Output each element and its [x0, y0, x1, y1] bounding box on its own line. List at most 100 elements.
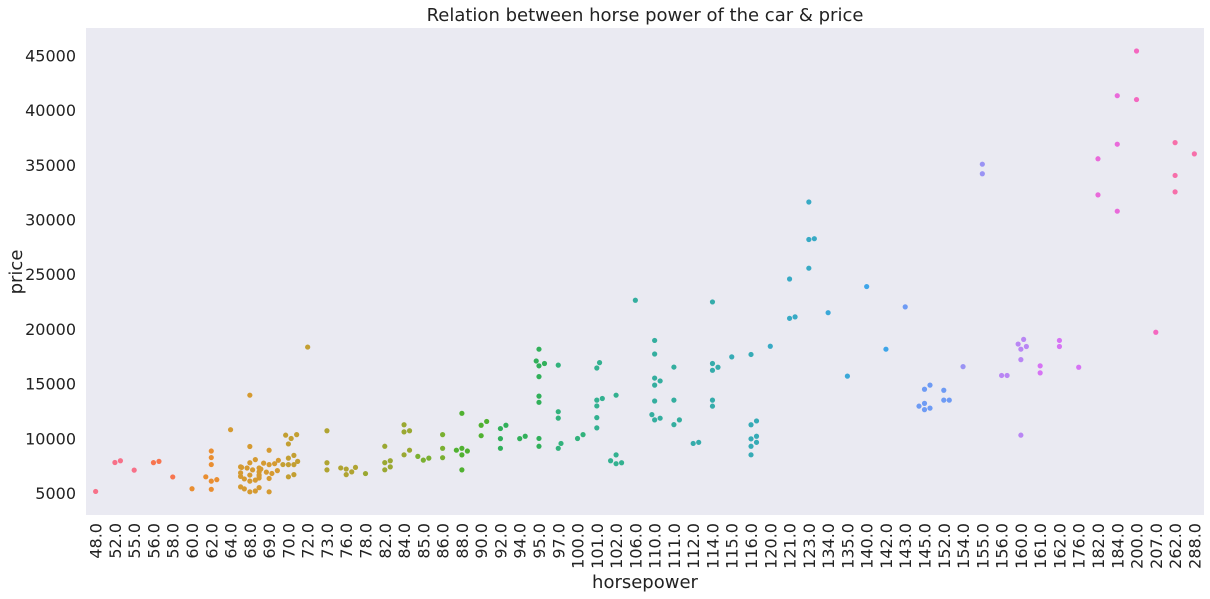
x-tick-label: 207.0: [1147, 523, 1166, 569]
data-point: [266, 475, 272, 482]
x-tick-label: 52.0: [106, 523, 125, 559]
data-point: [748, 452, 754, 458]
data-point: [536, 435, 542, 442]
data-point: [263, 469, 269, 475]
data-point: [580, 432, 586, 438]
data-point: [786, 315, 793, 321]
data-point: [497, 436, 504, 442]
x-tick-label: 114.0: [703, 523, 722, 569]
data-point: [295, 458, 301, 464]
y-tick-label: 25000: [25, 265, 76, 284]
data-point: [324, 467, 330, 473]
x-tick-label: 162.0: [1050, 523, 1069, 569]
data-point: [247, 443, 253, 450]
data-point: [291, 452, 297, 458]
data-point: [1018, 432, 1024, 438]
y-tick-label: 5000: [35, 484, 76, 503]
data-point: [1095, 156, 1101, 162]
x-tick-label: 134.0: [819, 523, 838, 569]
x-tick-label: 94.0: [511, 523, 530, 559]
data-point: [352, 464, 359, 471]
data-point: [594, 397, 600, 403]
data-points: [93, 48, 1197, 495]
data-point: [522, 433, 528, 439]
x-tick-label: 140.0: [858, 523, 877, 569]
data-point: [258, 466, 264, 472]
data-point: [247, 478, 253, 484]
data-point: [382, 467, 388, 473]
data-point: [946, 397, 952, 403]
data-point: [652, 382, 658, 388]
y-axis-label: price: [6, 250, 27, 295]
data-point: [249, 467, 256, 473]
data-point: [415, 453, 421, 459]
data-point: [478, 422, 484, 428]
data-point: [864, 283, 870, 290]
data-point: [1018, 357, 1024, 363]
data-point: [285, 455, 291, 461]
x-tick-label: 101.0: [588, 523, 607, 569]
data-point: [753, 433, 760, 439]
x-tick-label: 143.0: [896, 523, 915, 569]
data-point: [786, 276, 793, 282]
x-tick-label: 90.0: [472, 523, 491, 559]
data-point: [941, 387, 947, 393]
data-point: [517, 436, 523, 442]
data-point: [464, 448, 470, 454]
x-tick-label: 76.0: [337, 523, 356, 559]
data-point: [709, 299, 716, 305]
x-tick-label: 48.0: [87, 523, 106, 559]
data-point: [208, 486, 214, 492]
data-point: [247, 392, 253, 398]
x-tick-label: 73.0: [318, 523, 337, 559]
data-point: [806, 236, 812, 243]
x-tick-label: 135.0: [838, 523, 857, 569]
data-point: [382, 460, 388, 466]
data-point: [927, 382, 933, 388]
data-point: [632, 297, 638, 303]
data-point: [343, 466, 349, 472]
x-tick-label: 160.0: [1012, 523, 1031, 569]
x-tick-label: 92.0: [491, 523, 510, 559]
x-tick-label: 69.0: [260, 523, 279, 559]
y-axis-ticks: 5000 10000 15000 20000 25000 30000 35000 40000 4…: [25, 46, 76, 503]
data-point: [596, 360, 603, 366]
data-point: [613, 452, 619, 458]
data-point: [748, 351, 754, 358]
data-point: [387, 464, 393, 470]
data-point: [189, 486, 195, 492]
data-point: [420, 457, 426, 463]
data-point: [844, 373, 851, 379]
data-point: [112, 459, 118, 466]
data-point: [574, 435, 581, 442]
x-tick-label: 116.0: [742, 523, 761, 569]
data-point: [285, 441, 291, 447]
x-tick-label: 288.0: [1185, 523, 1204, 569]
data-point: [387, 458, 393, 464]
data-point: [536, 346, 542, 352]
data-point: [252, 488, 258, 494]
data-point: [671, 397, 677, 403]
data-point: [1114, 141, 1120, 147]
data-point: [652, 375, 658, 381]
data-point: [902, 304, 908, 310]
data-point: [649, 412, 655, 418]
data-point: [237, 484, 244, 490]
data-point: [1018, 346, 1024, 352]
data-point: [503, 422, 509, 428]
data-point: [594, 425, 600, 431]
x-tick-label: 70.0: [279, 523, 298, 559]
data-point: [247, 472, 253, 478]
data-point: [291, 462, 297, 468]
data-point: [227, 427, 234, 433]
data-point: [960, 364, 966, 370]
y-tick-label: 30000: [25, 211, 76, 230]
x-tick-label: 120.0: [761, 523, 780, 569]
data-point: [657, 378, 663, 384]
data-point: [555, 445, 561, 451]
data-point: [941, 397, 947, 403]
data-point: [671, 422, 677, 428]
data-point: [555, 415, 561, 421]
data-point: [247, 460, 253, 466]
x-tick-label: 154.0: [954, 523, 973, 569]
